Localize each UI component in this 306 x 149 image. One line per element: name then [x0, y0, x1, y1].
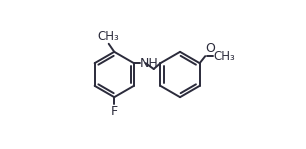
Text: CH₃: CH₃ [214, 50, 235, 63]
Text: F: F [111, 105, 118, 118]
Text: CH₃: CH₃ [98, 30, 119, 43]
Text: NH: NH [140, 57, 159, 70]
Text: O: O [206, 42, 215, 55]
